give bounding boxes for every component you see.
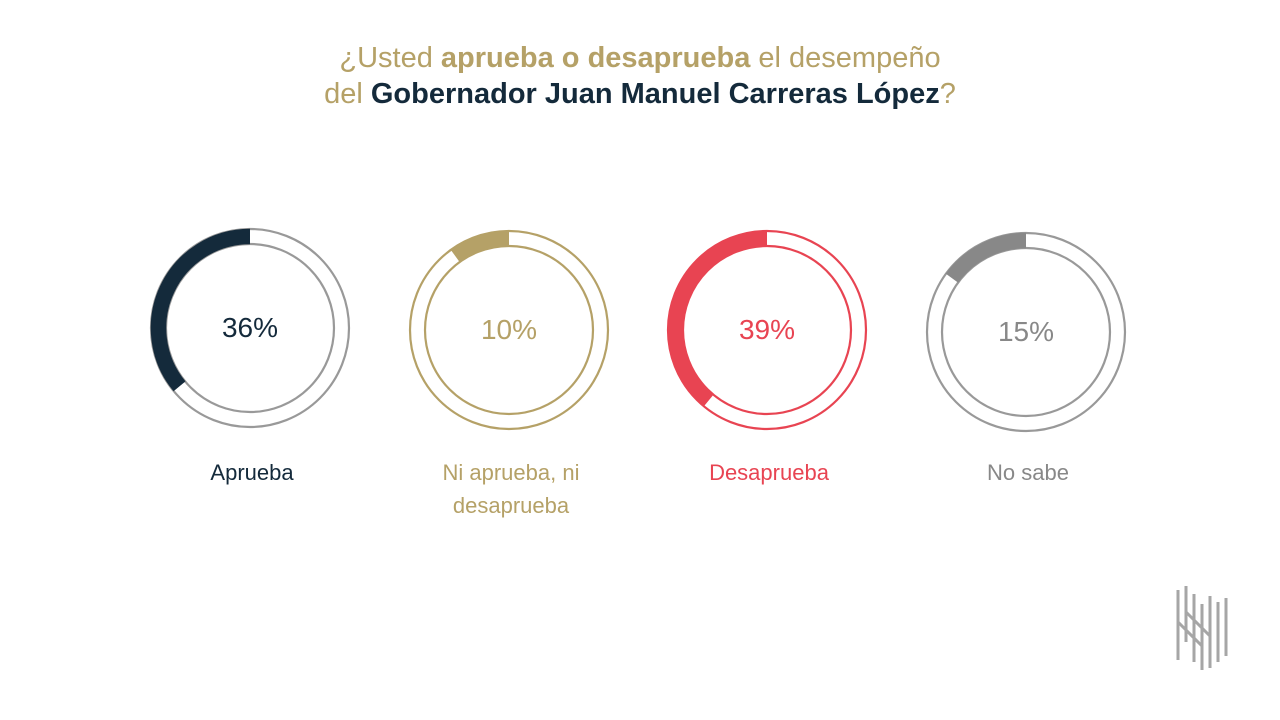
- title-text: del: [324, 78, 371, 110]
- chart-title: ¿Usted aprueba o desaprueba el desempeño…: [0, 40, 1280, 112]
- donut-value-arc: [150, 228, 251, 392]
- category-label: Desaprueba: [709, 460, 830, 485]
- donut-value-arc: [450, 230, 510, 263]
- data-label: 10%: [481, 314, 537, 345]
- donut-value-arc: [667, 230, 768, 407]
- category-label: Aprueba: [210, 460, 294, 485]
- brand-logo: [1176, 586, 1228, 670]
- title-text: el desempeño: [750, 42, 941, 74]
- category-label: desaprueba: [453, 493, 570, 518]
- data-label: 36%: [222, 312, 278, 343]
- donut-value-arc: [945, 232, 1027, 283]
- title-text-bold: Gobernador Juan Manuel Carreras López: [370, 78, 940, 110]
- title-text: ?: [939, 78, 956, 110]
- title-line-1: ¿Usted aprueba o desaprueba el desempeño: [0, 40, 1280, 76]
- title-text: ¿Usted: [339, 42, 441, 74]
- data-label: 39%: [739, 314, 795, 345]
- title-text-bold: aprueba o desaprueba: [440, 42, 751, 74]
- title-line-2: del Gobernador Juan Manuel Carreras Lópe…: [0, 76, 1280, 112]
- category-label: Ni aprueba, ni: [443, 460, 580, 485]
- category-label: No sabe: [987, 460, 1069, 485]
- data-label: 15%: [998, 316, 1054, 347]
